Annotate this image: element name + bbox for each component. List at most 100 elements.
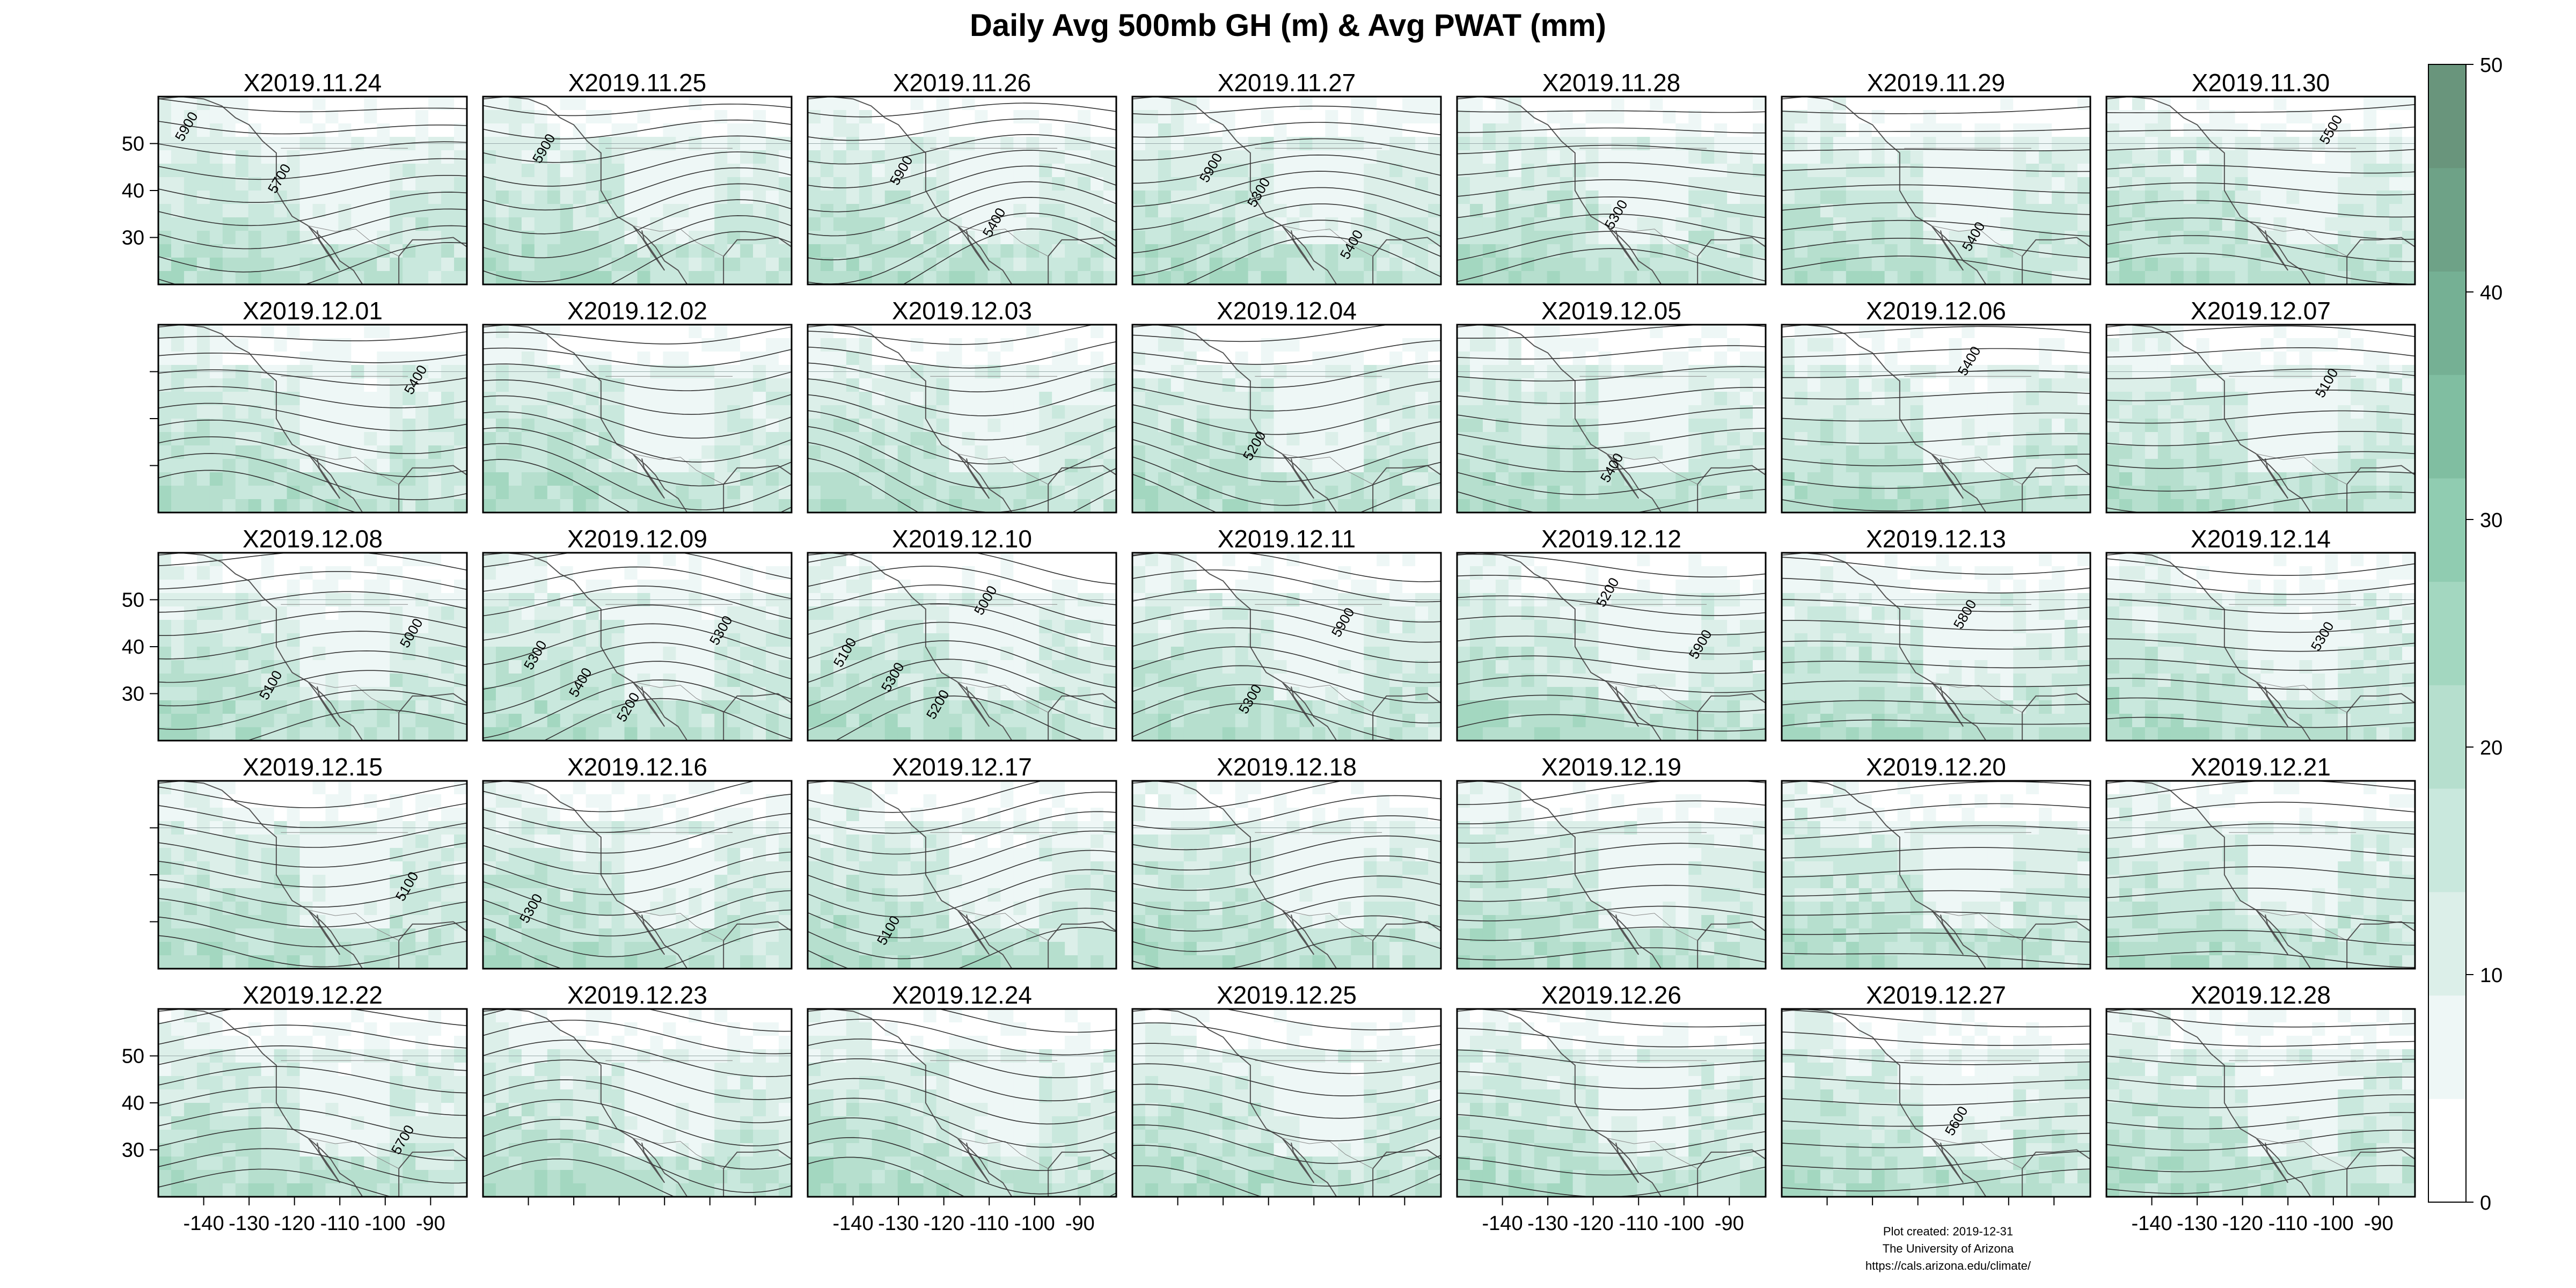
pwat-cell	[184, 110, 197, 124]
pwat-cell	[508, 110, 522, 124]
pwat-cell	[2145, 392, 2158, 406]
pwat-cell	[222, 392, 236, 406]
pwat-cell	[2363, 352, 2377, 365]
pwat-cell	[1026, 352, 1040, 365]
pwat-cell	[1495, 432, 1509, 446]
pwat-cell	[2170, 150, 2184, 164]
pwat-cell	[1585, 459, 1599, 473]
pwat-cell	[2209, 352, 2223, 365]
pwat-cell	[1039, 164, 1052, 178]
pwat-cell	[2402, 177, 2415, 191]
pwat-cell	[2026, 150, 2039, 164]
panel-frame	[2105, 324, 2416, 514]
pwat-cell	[222, 164, 236, 178]
pwat-cell	[184, 325, 197, 339]
pwat-cell	[1222, 110, 1236, 124]
pwat-cell	[274, 486, 288, 500]
pwat-cell	[1794, 204, 1808, 218]
pwat-cell	[428, 459, 442, 473]
pwat-cell	[428, 486, 442, 500]
pwat-cell	[1794, 499, 1808, 513]
pwat-cell	[2013, 244, 2026, 258]
pwat-cell	[1377, 97, 1390, 111]
pwat-cell	[910, 258, 924, 272]
pwat-cell	[1325, 204, 1338, 218]
pwat-cell	[1624, 419, 1637, 433]
pwat-cell	[1000, 325, 1014, 339]
pwat-cell	[390, 405, 403, 419]
pwat-cell	[740, 378, 753, 392]
pwat-cell	[1325, 150, 1338, 164]
height-contour	[2106, 410, 2415, 424]
pwat-cell	[808, 177, 821, 191]
pwat-cell	[714, 325, 728, 339]
pwat-cell	[1325, 164, 1338, 178]
pwat-cell	[1637, 177, 1650, 191]
pwat-cell	[1753, 445, 1766, 459]
pwat-cell	[196, 258, 210, 272]
pwat-cell	[586, 338, 599, 352]
lat-tick-label: 40	[122, 180, 144, 202]
pwat-cell	[1701, 97, 1715, 111]
pwat-cell	[2376, 97, 2390, 111]
pwat-cell	[1884, 164, 1898, 178]
pwat-cell	[1052, 338, 1065, 352]
pwat-cell	[1740, 325, 1753, 339]
pwat-cell	[846, 231, 860, 245]
pwat-cell	[2026, 419, 2039, 433]
pwat-cell	[1637, 325, 1650, 339]
pwat-cell	[428, 392, 442, 406]
pwat-cell	[1469, 110, 1483, 124]
pwat-cell	[2196, 405, 2210, 419]
pwat-cell	[1428, 499, 1441, 513]
pwat-cell	[1833, 352, 1847, 365]
pwat-cell	[312, 110, 326, 124]
pwat-cell	[1727, 325, 1740, 339]
height-contour	[2106, 368, 2415, 379]
pwat-cell	[779, 110, 792, 124]
pwat-cell	[415, 445, 429, 459]
pwat-cell	[2402, 150, 2415, 164]
pwat-cell	[1402, 204, 1416, 218]
pwat-cell	[846, 244, 860, 258]
pwat-cell	[508, 472, 522, 486]
pwat-cell	[2363, 271, 2377, 284]
pwat-cell	[1402, 432, 1416, 446]
pwat-cell	[2145, 258, 2158, 272]
pwat-cell	[962, 258, 975, 272]
pwat-cell	[586, 150, 599, 164]
height-contour	[2106, 147, 2415, 152]
pwat-cell	[158, 352, 172, 365]
pwat-cell	[428, 231, 442, 245]
pwat-cell	[2132, 459, 2146, 473]
pwat-cell	[1949, 271, 1962, 284]
pwat-cell	[701, 392, 715, 406]
pwat-cell	[1547, 432, 1561, 446]
height-contour	[2106, 491, 2415, 513]
pwat-cell	[1183, 231, 1197, 245]
pwat-cell	[1261, 499, 1275, 513]
pwat-cell	[1611, 338, 1624, 352]
pwat-cell	[2273, 392, 2287, 406]
pwat-cell	[1663, 150, 1676, 164]
pwat-cell	[1325, 217, 1338, 231]
pwat-cell	[2119, 392, 2133, 406]
pwat-cell	[1637, 150, 1650, 164]
pwat-cell	[1145, 352, 1159, 365]
pwat-cell	[2000, 204, 2014, 218]
pwat-cell	[1026, 405, 1040, 419]
pwat-cell	[1274, 110, 1287, 124]
pwat-cell	[1078, 419, 1091, 433]
pwat-cell	[508, 432, 522, 446]
pwat-cell	[534, 204, 548, 218]
pwat-cell	[1325, 405, 1338, 419]
pwat-cell	[2052, 352, 2065, 365]
pwat-cell	[1235, 459, 1249, 473]
pwat-cell	[1910, 231, 1924, 245]
pwat-cell	[2389, 217, 2403, 231]
pwat-cell	[987, 271, 1001, 284]
pwat-cell	[1196, 419, 1210, 433]
pwat-cell	[1714, 123, 1728, 137]
pwat-cell	[753, 338, 766, 352]
pwat-cell	[1884, 325, 1898, 339]
